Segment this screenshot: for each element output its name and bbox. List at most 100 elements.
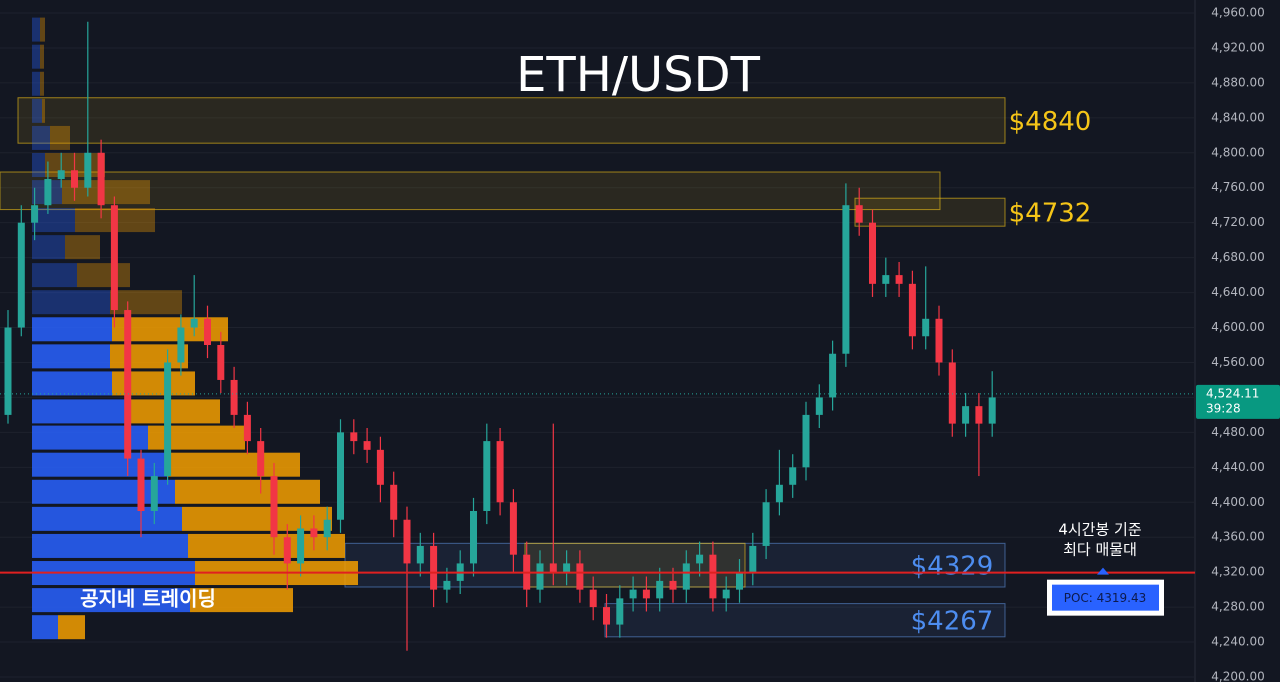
poc-label: POC: 4319.43 bbox=[1064, 591, 1147, 605]
profile-buy bbox=[32, 290, 110, 315]
y-tick-label: 4,720.00 bbox=[1211, 215, 1264, 229]
profile-buy bbox=[32, 71, 40, 96]
candle-body bbox=[430, 545, 438, 590]
candle-body bbox=[855, 205, 863, 223]
y-tick-label: 4,600.00 bbox=[1211, 320, 1264, 334]
y-tick-label: 4,360.00 bbox=[1211, 530, 1264, 544]
y-tick-label: 4,960.00 bbox=[1211, 6, 1264, 20]
candle-body bbox=[908, 283, 916, 337]
profile-buy bbox=[32, 344, 110, 369]
y-tick-label: 4,920.00 bbox=[1211, 40, 1264, 54]
y-tick-label: 4,880.00 bbox=[1211, 75, 1264, 89]
y-tick-label: 4,240.00 bbox=[1211, 635, 1264, 649]
profile-buy bbox=[32, 399, 125, 424]
zone bbox=[604, 603, 1006, 638]
profile-sell bbox=[40, 44, 44, 69]
profile-sell bbox=[110, 344, 188, 369]
candle-body bbox=[124, 310, 132, 459]
candle-body bbox=[257, 441, 265, 477]
y-tick-label: 4,480.00 bbox=[1211, 425, 1264, 439]
y-tick-label: 4,320.00 bbox=[1211, 565, 1264, 579]
candle-body bbox=[84, 152, 92, 188]
profile-buy bbox=[32, 235, 65, 260]
candle-body bbox=[922, 318, 930, 337]
candle-body bbox=[110, 205, 118, 311]
candle-body bbox=[682, 563, 690, 590]
candle-body bbox=[270, 476, 278, 538]
candle-body bbox=[616, 598, 624, 625]
candle-body bbox=[948, 362, 956, 424]
candle-body bbox=[416, 545, 424, 564]
candle-body bbox=[829, 353, 837, 398]
candle-body bbox=[443, 580, 451, 590]
y-tick-label: 4,800.00 bbox=[1211, 145, 1264, 159]
candle-body bbox=[736, 572, 743, 590]
zone bbox=[524, 542, 746, 588]
profile-buy bbox=[32, 17, 40, 42]
candle-body bbox=[669, 580, 677, 590]
candle-body bbox=[376, 449, 384, 485]
candle-body bbox=[975, 406, 983, 424]
candle-body bbox=[177, 327, 185, 363]
profile-buy bbox=[32, 533, 188, 558]
candle-body bbox=[44, 179, 52, 206]
candle-body bbox=[549, 563, 557, 573]
profile-buy bbox=[32, 153, 45, 178]
zone-label: $4267 bbox=[911, 607, 994, 637]
candle-body bbox=[815, 397, 823, 415]
profile-sell bbox=[168, 452, 300, 477]
y-tick-label: 4,280.00 bbox=[1211, 600, 1264, 614]
profile-buy bbox=[32, 371, 112, 396]
candle-body bbox=[709, 554, 717, 599]
candle-body bbox=[217, 345, 225, 380]
candle-body bbox=[629, 589, 637, 599]
candle-body bbox=[935, 318, 943, 363]
candle-body bbox=[603, 607, 610, 625]
candle-body bbox=[403, 519, 411, 564]
profile-buy bbox=[32, 263, 77, 288]
candle-body bbox=[775, 484, 783, 503]
candle-body bbox=[230, 379, 238, 415]
zone-label: $4329 bbox=[911, 552, 994, 582]
poc-box bbox=[1052, 584, 1159, 611]
candle-body bbox=[509, 502, 517, 555]
candle-body bbox=[988, 397, 996, 424]
zone bbox=[854, 197, 1006, 227]
profile-sell bbox=[125, 399, 220, 424]
profile-buy bbox=[32, 208, 75, 233]
y-tick-label: 4,440.00 bbox=[1211, 460, 1264, 474]
poc-marker bbox=[1097, 567, 1109, 575]
profile-sell bbox=[58, 615, 85, 640]
y-tick-label: 4,680.00 bbox=[1211, 250, 1264, 264]
candle-body bbox=[390, 484, 398, 520]
candle-body bbox=[762, 502, 770, 546]
y-tick-label: 4,560.00 bbox=[1211, 355, 1264, 369]
candle-body bbox=[137, 458, 145, 511]
candle-body bbox=[150, 476, 158, 511]
candle-body bbox=[470, 511, 477, 564]
candle-body bbox=[722, 589, 730, 599]
candle-body bbox=[57, 170, 65, 179]
y-tick-label: 4,400.00 bbox=[1211, 495, 1264, 509]
candle-body bbox=[962, 406, 970, 424]
profile-sell bbox=[148, 425, 245, 450]
profile-sell bbox=[40, 17, 45, 42]
profile-sell bbox=[175, 479, 320, 504]
profile-sell bbox=[77, 263, 130, 288]
candle-body bbox=[483, 441, 491, 511]
candle-body bbox=[576, 563, 584, 590]
candle-body bbox=[642, 589, 650, 599]
candle-body bbox=[204, 318, 211, 345]
candle-body bbox=[97, 152, 105, 206]
candle-body bbox=[243, 414, 251, 442]
candle-body bbox=[749, 545, 757, 573]
candle-body bbox=[895, 275, 903, 284]
y-tick-label: 4,760.00 bbox=[1211, 180, 1264, 194]
y-tick-label: 4,200.00 bbox=[1211, 670, 1264, 682]
profile-buy bbox=[32, 98, 42, 123]
candle-body bbox=[71, 170, 78, 188]
profile-sell bbox=[110, 290, 182, 315]
profile-buy bbox=[32, 588, 190, 613]
candle-body bbox=[337, 432, 344, 520]
